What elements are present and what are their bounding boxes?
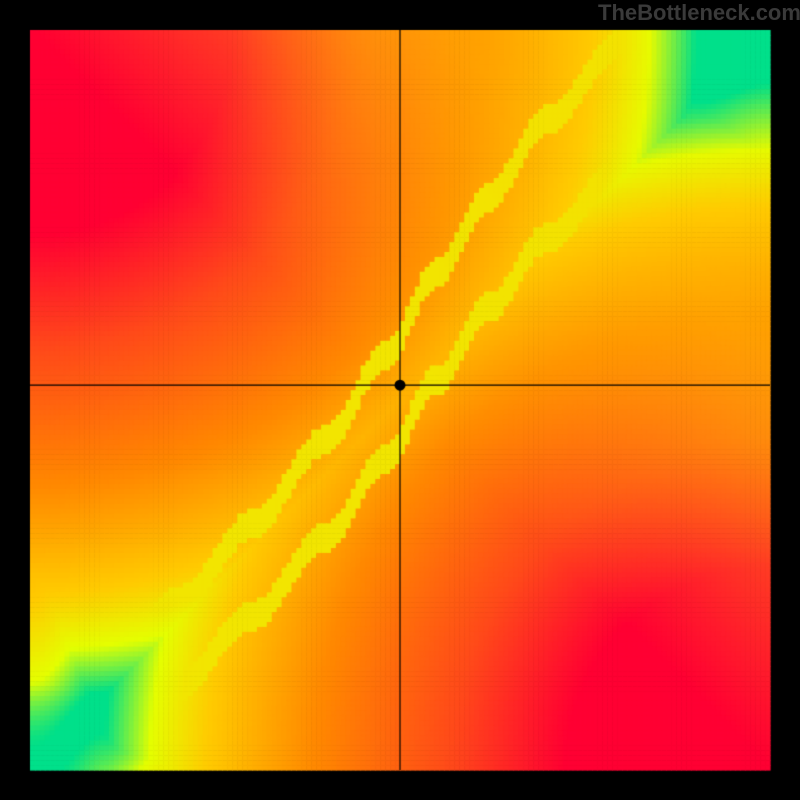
- watermark-text: TheBottleneck.com: [598, 0, 800, 26]
- bottleneck-heatmap: [0, 0, 800, 800]
